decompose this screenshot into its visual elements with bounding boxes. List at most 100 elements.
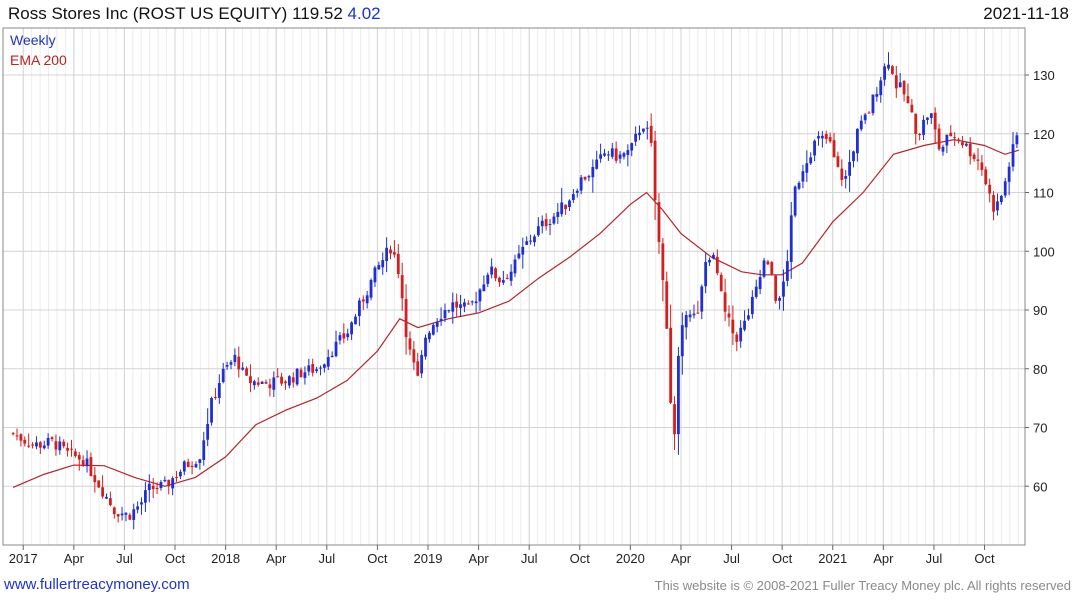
candle-body-up bbox=[587, 176, 591, 178]
candle-body-up bbox=[217, 383, 221, 399]
company-name: Ross Stores Inc bbox=[8, 4, 128, 23]
candle-body-up bbox=[883, 66, 887, 80]
ema-layer bbox=[12, 138, 1020, 488]
x-tick-label: 2019 bbox=[414, 551, 443, 566]
candle-body-down bbox=[284, 381, 287, 384]
candle-body-up bbox=[859, 120, 863, 130]
candle-body-up bbox=[964, 143, 968, 146]
candle-body-up bbox=[758, 277, 762, 289]
candle-body-up bbox=[120, 513, 124, 516]
candle-body-up bbox=[797, 182, 801, 189]
y-tick-label: 90 bbox=[1033, 303, 1047, 318]
candle-body-up bbox=[610, 148, 614, 157]
candle-body-down bbox=[155, 487, 159, 490]
candle-body-down bbox=[54, 441, 58, 450]
candle-body-down bbox=[249, 376, 252, 384]
candle-body-up bbox=[793, 186, 797, 216]
candle-body-up bbox=[451, 302, 455, 312]
last-price: 119.52 bbox=[292, 4, 343, 23]
candle-body-down bbox=[968, 143, 972, 157]
y-tick-label: 60 bbox=[1033, 479, 1047, 494]
candle-body-down bbox=[393, 252, 396, 255]
candle-body-up bbox=[287, 376, 291, 386]
ema-200-line bbox=[12, 138, 1020, 488]
candle-body-up bbox=[377, 265, 381, 270]
candle-body-down bbox=[416, 361, 420, 376]
y-tick-label: 130 bbox=[1033, 68, 1055, 83]
candle-body-up bbox=[482, 284, 486, 292]
candle-body-up bbox=[754, 286, 758, 297]
x-tick-label: Apr bbox=[671, 551, 692, 566]
candle-body-down bbox=[992, 195, 995, 212]
candle-body-up bbox=[844, 176, 848, 179]
ticker: (ROST US EQUITY) bbox=[132, 4, 288, 23]
candle-body-down bbox=[280, 376, 283, 384]
candle-body-up bbox=[848, 161, 852, 176]
candle-body-down bbox=[31, 444, 34, 446]
candle-body-up bbox=[525, 241, 529, 245]
candle-body-down bbox=[408, 338, 412, 350]
candle-body-down bbox=[77, 455, 81, 460]
candle-body-down bbox=[66, 447, 69, 451]
candle-body-down bbox=[97, 480, 101, 488]
x-tick-label: Jul bbox=[116, 551, 133, 566]
candle-body-up bbox=[470, 301, 474, 303]
axis-layer: 60 70 80 90 100 110 120 130 2017 Apr Jul Oct 2018 Apr… bbox=[9, 68, 1055, 566]
candle-body-down bbox=[902, 80, 906, 95]
candle-body-down bbox=[723, 292, 727, 312]
candle-body-up bbox=[863, 114, 867, 121]
candle-body-up bbox=[229, 362, 233, 365]
candle-body-down bbox=[342, 333, 346, 339]
candle-body-down bbox=[836, 156, 840, 167]
candle-body-down bbox=[498, 277, 501, 283]
candle-body-up bbox=[163, 479, 167, 482]
candle-body-up bbox=[762, 260, 766, 277]
candle-body-up bbox=[424, 337, 427, 357]
candle-body-down bbox=[256, 382, 260, 385]
candle-body-down bbox=[894, 75, 898, 89]
y-tick-label: 110 bbox=[1033, 186, 1054, 201]
x-tick-label: Oct bbox=[974, 551, 995, 566]
candle-body-up bbox=[509, 271, 513, 281]
candle-body-up bbox=[330, 355, 334, 358]
site-link[interactable]: www.fullertreacymoney.com bbox=[4, 576, 190, 593]
candle-body-up bbox=[171, 478, 175, 489]
candle-layer bbox=[11, 52, 1019, 530]
candle-body-up bbox=[571, 194, 575, 200]
y-tick-label: 100 bbox=[1033, 244, 1055, 259]
candle-body-down bbox=[389, 249, 392, 254]
candle-body-up bbox=[140, 502, 143, 505]
candle-body-up bbox=[385, 247, 389, 262]
candle-body-down bbox=[653, 140, 657, 201]
candle-body-up bbox=[435, 321, 439, 327]
candle-body-up bbox=[898, 82, 902, 88]
candle-body-up bbox=[677, 355, 680, 435]
candle-body-up bbox=[801, 171, 805, 182]
candle-body-up bbox=[463, 302, 466, 307]
chart-title: Ross Stores Inc (ROST US EQUITY) 119.52 … bbox=[8, 4, 381, 24]
candle-body-down bbox=[544, 219, 548, 227]
candle-body-up bbox=[486, 274, 490, 284]
x-tick-label: 2017 bbox=[9, 551, 38, 566]
y-tick-label: 80 bbox=[1033, 362, 1047, 377]
candle-body-down bbox=[867, 112, 871, 114]
candle-body-down bbox=[953, 137, 957, 139]
candle-body-down bbox=[719, 274, 723, 292]
x-tick-label: Apr bbox=[468, 551, 489, 566]
candle-body-up bbox=[179, 471, 182, 477]
candle-body-up bbox=[996, 201, 999, 211]
candle-body-up bbox=[381, 260, 385, 268]
candle-body-up bbox=[136, 506, 140, 510]
candle-body-up bbox=[1003, 181, 1007, 196]
candle-body-down bbox=[151, 485, 155, 490]
candle-body-up bbox=[315, 369, 318, 372]
candle-body-down bbox=[62, 441, 66, 447]
candle-body-up bbox=[225, 365, 229, 367]
candle-body-up bbox=[712, 254, 715, 259]
candle-body-up bbox=[431, 324, 435, 335]
candle-body-down bbox=[264, 381, 268, 384]
candle-body-down bbox=[696, 312, 700, 314]
candle-body-down bbox=[89, 457, 93, 477]
candle-body-up bbox=[334, 341, 338, 357]
candle-body-up bbox=[750, 296, 754, 315]
